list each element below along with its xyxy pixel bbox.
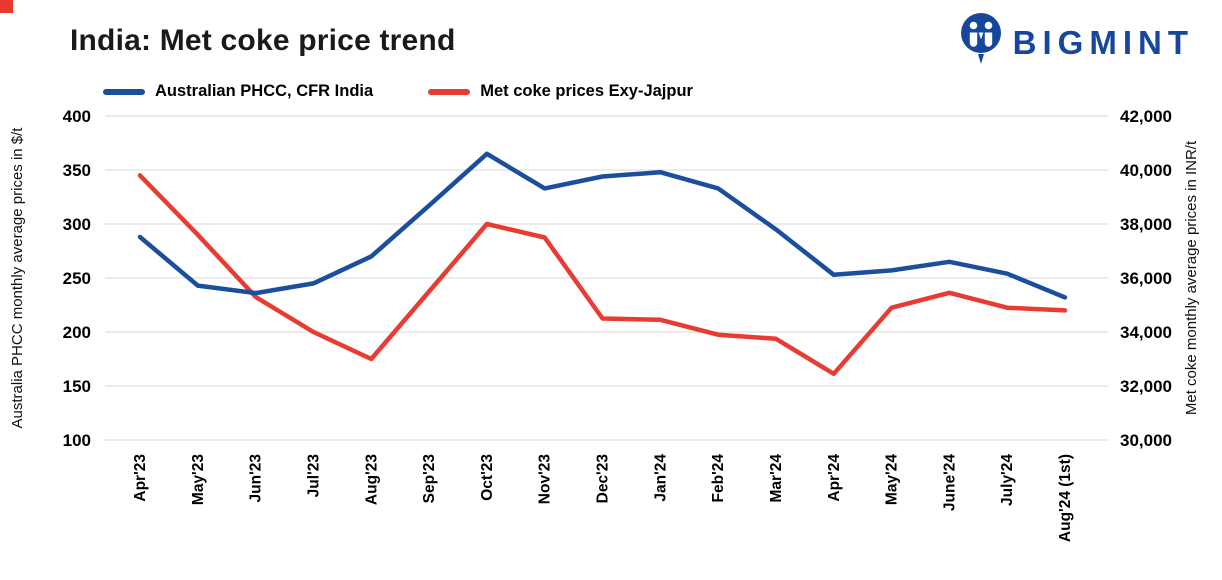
series-line-australian-phcc <box>137 151 1068 300</box>
left-axis-tick: 200 <box>63 323 91 342</box>
right-axis-tick: 30,000 <box>1120 431 1172 450</box>
right-axis-tick: 40,000 <box>1120 161 1172 180</box>
legend-item-metcoke: Met coke prices Exy-Jajpur <box>428 82 693 101</box>
legend-item-phcc: Australian PHCC, CFR India <box>103 82 373 101</box>
x-axis-label: Aug'23 <box>363 454 380 505</box>
x-axis-label: Jul'23 <box>305 454 322 498</box>
x-axis-label: Jan'24 <box>652 454 669 502</box>
left-axis-tick: 400 <box>63 107 91 126</box>
brand-name: BIGMINT <box>1012 23 1194 61</box>
left-axis-tick: 300 <box>63 215 91 234</box>
series-line-met-coke-jajpur <box>137 173 1068 377</box>
legend-label: Met coke prices Exy-Jajpur <box>480 82 693 100</box>
legend-swatch-red <box>428 88 471 95</box>
x-axis-label: June'24 <box>941 454 958 511</box>
x-axis-label: July'24 <box>999 454 1016 506</box>
bigmint-logo-icon <box>959 12 1003 73</box>
x-axis-label: Apr'24 <box>826 454 843 502</box>
x-axis-label: Aug'24 (1st) <box>1057 454 1074 542</box>
right-axis-title: Met coke monthly average prices in INR/t <box>1183 140 1200 415</box>
x-axis-label: Sep'23 <box>421 454 438 504</box>
left-axis-title: Australia PHCC monthly average prices in… <box>9 127 26 429</box>
left-axis-tick: 350 <box>63 161 91 180</box>
corner-accent <box>0 0 13 13</box>
legend-label: Australian PHCC, CFR India <box>155 82 374 100</box>
right-axis-tick: 34,000 <box>1120 323 1172 342</box>
price-trend-chart: 400 42,000 350 40,000 300 38,000 250 36,000 200 3… <box>9 107 1200 542</box>
x-axis-label: May'23 <box>190 454 207 505</box>
right-axis-tick: 38,000 <box>1120 215 1172 234</box>
x-axis-label: Jun'23 <box>248 454 265 503</box>
x-axis-label: Mar'24 <box>768 454 785 503</box>
chart-title: India: Met coke price trend <box>70 24 456 57</box>
x-axis-label: Apr'23 <box>132 454 149 502</box>
x-axis-label: Feb'24 <box>710 454 727 503</box>
right-axis-tick: 42,000 <box>1120 107 1172 126</box>
chart-legend: Australian PHCC, CFR India Met coke pric… <box>103 82 693 101</box>
x-axis-label: May'24 <box>884 454 901 505</box>
x-axis-label: Oct'23 <box>479 454 496 501</box>
x-axis-label: Dec'23 <box>595 454 612 504</box>
left-axis-tick: 150 <box>63 377 91 396</box>
left-axis-tick: 250 <box>63 269 91 288</box>
right-axis-tick: 32,000 <box>1120 377 1172 396</box>
x-axis-label: Nov'23 <box>537 454 554 505</box>
brand-logo: BIGMINT <box>959 12 1194 73</box>
left-axis-tick: 100 <box>63 431 91 450</box>
legend-swatch-blue <box>103 88 145 95</box>
right-axis-tick: 36,000 <box>1120 269 1172 288</box>
